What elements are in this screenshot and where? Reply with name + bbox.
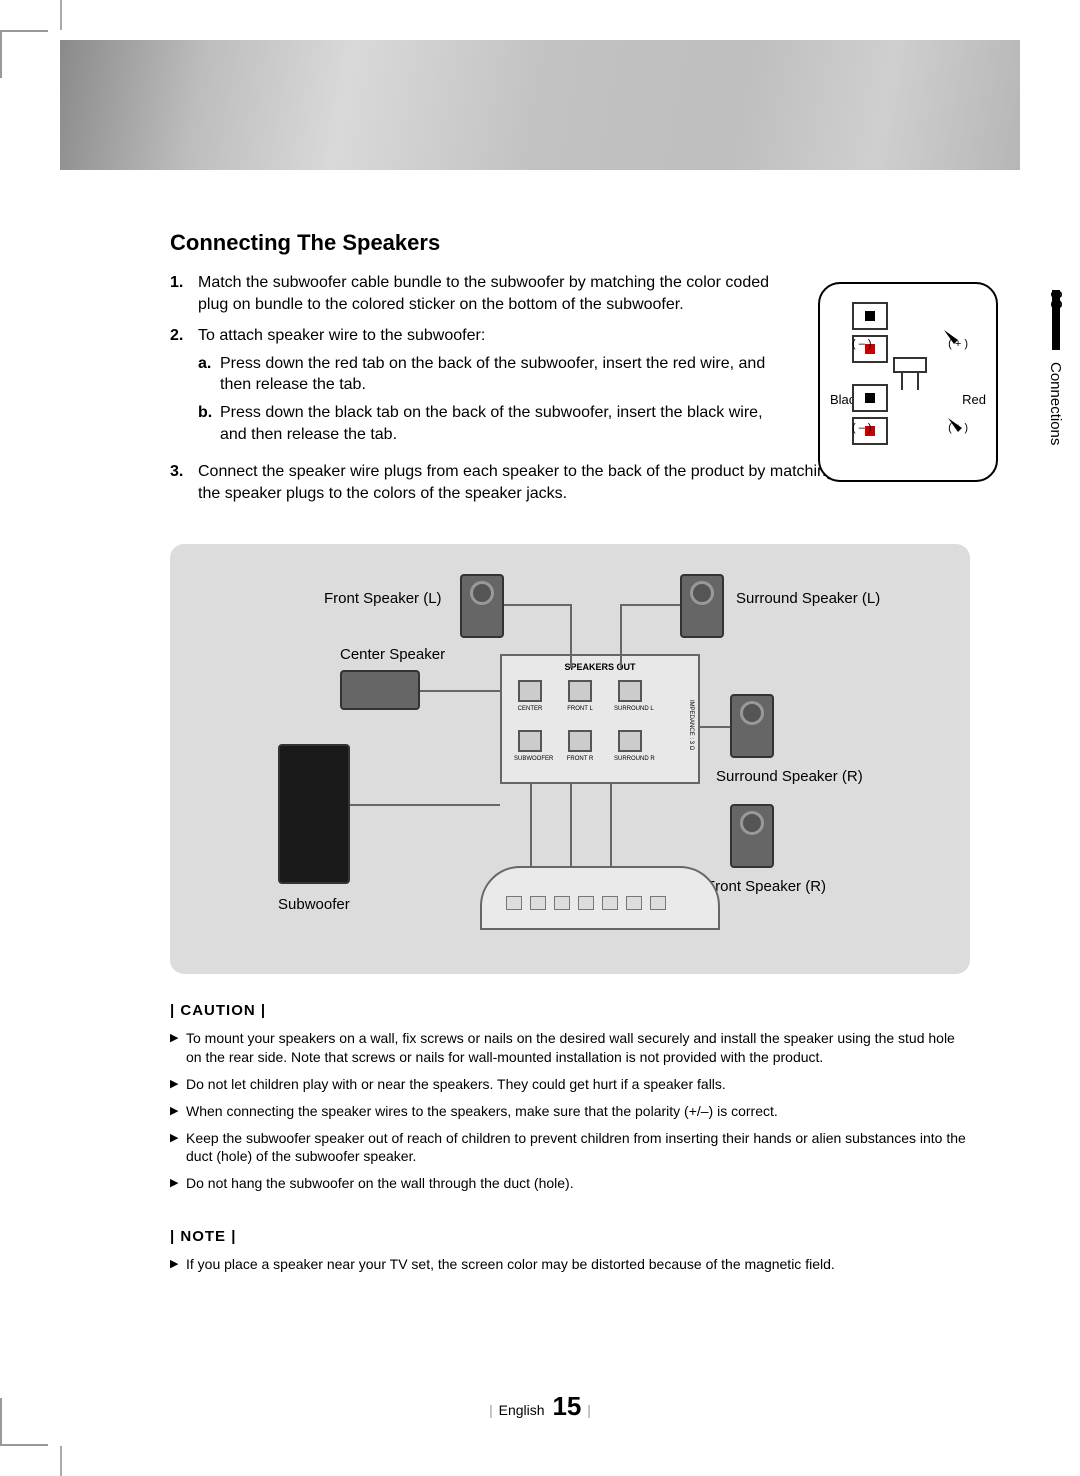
step-1: 1. Match the subwoofer cable bundle to t… <box>170 272 780 315</box>
label-front-l: Front Speaker (L) <box>324 590 442 607</box>
plug-icon <box>884 354 936 394</box>
out-panel-title: SPEAKERS OUT <box>502 662 698 672</box>
front-speaker-r <box>730 804 774 868</box>
wire <box>620 604 622 668</box>
chapter-title: Connections <box>1047 362 1064 445</box>
substeps: a. Press down the red tab on the back of… <box>198 353 780 445</box>
jack-surround-l: SURROUND L <box>618 680 642 702</box>
substep-b: b. Press down the black tab on the back … <box>198 402 780 445</box>
arrow-icon <box>940 326 964 350</box>
speaker-layout-diagram: Front Speaker (L) Surround Speaker (L) C… <box>170 544 970 974</box>
step-2: 2. To attach speaker wire to the subwoof… <box>170 325 780 451</box>
page-footer: | English 15 | <box>0 1391 1080 1422</box>
substep-a: a. Press down the red tab on the back of… <box>198 353 780 396</box>
product-back-panel <box>480 866 720 930</box>
label-center: Center Speaker <box>340 646 445 663</box>
note-item: ▶If you place a speaker near your TV set… <box>170 1255 970 1274</box>
polarity-minus: ( – ) <box>852 338 872 350</box>
center-speaker <box>340 670 420 710</box>
terminal-diagram: ( – ) ( + ) Black Red ( – ) ( + ) <box>818 282 998 482</box>
bullet-icon: ▶ <box>170 1029 186 1067</box>
caution-list: ▶To mount your speakers on a wall, fix s… <box>170 1029 970 1193</box>
chapter-number: 03 <box>1046 290 1064 310</box>
wire <box>610 784 612 866</box>
step-number: 2. <box>170 325 198 451</box>
crop-mark-top <box>60 0 62 30</box>
section-title: Connecting The Speakers <box>170 230 930 256</box>
caution-item: ▶Do not hang the subwoofer on the wall t… <box>170 1174 970 1193</box>
wire <box>350 804 500 806</box>
wire <box>420 690 500 692</box>
wire <box>504 604 570 606</box>
wire <box>530 784 532 866</box>
jack-center: CENTER <box>518 680 542 702</box>
front-speaker-l <box>460 574 504 638</box>
header-band <box>60 40 1020 170</box>
content: Connecting The Speakers 1. Match the sub… <box>170 230 930 514</box>
speakers-out-panel: SPEAKERS OUT CENTER FRONT L SURROUND L S… <box>500 654 700 784</box>
step-3: 3. Connect the speaker wire plugs from e… <box>170 461 930 504</box>
arrow-icon <box>944 414 968 438</box>
wire <box>700 726 730 728</box>
impedance-label: IMPEDANCE : 3 Ω <box>684 680 694 770</box>
caution-item: ▶Do not let children play with or near t… <box>170 1075 970 1094</box>
substep-text: Press down the black tab on the back of … <box>220 402 780 445</box>
subwoofer <box>278 744 350 884</box>
terminal-black <box>852 302 888 330</box>
surround-speaker-r <box>730 694 774 758</box>
crop-mark-tl <box>0 30 48 78</box>
substep-letter: b. <box>198 402 220 445</box>
label-surround-r: Surround Speaker (R) <box>716 768 863 785</box>
chapter-tab: 03 Connections <box>1036 290 1060 490</box>
polarity-minus: ( – ) <box>852 422 872 434</box>
bullet-icon: ▶ <box>170 1255 186 1274</box>
note-list: ▶If you place a speaker near your TV set… <box>170 1255 970 1274</box>
caution-item: ▶Keep the subwoofer speaker out of reach… <box>170 1129 970 1167</box>
step-text: To attach speaker wire to the subwoofer:… <box>198 325 780 451</box>
step-text: Match the subwoofer cable bundle to the … <box>198 272 780 315</box>
wire <box>620 604 680 606</box>
footer-divider: | <box>489 1402 493 1418</box>
bullet-icon: ▶ <box>170 1174 186 1193</box>
caution-item: ▶When connecting the speaker wires to th… <box>170 1102 970 1121</box>
surround-speaker-l <box>680 574 724 638</box>
substep-letter: a. <box>198 353 220 396</box>
page: 03 Connections Connecting The Speakers 1… <box>0 0 1080 1476</box>
wire <box>570 604 572 668</box>
label-front-r: Front Speaker (R) <box>706 878 826 895</box>
bullet-icon: ▶ <box>170 1102 186 1121</box>
terminal-black <box>852 384 888 412</box>
crop-mark-bottom <box>60 1446 62 1476</box>
footer-language: English <box>499 1402 545 1418</box>
jack-front-l: FRONT L <box>568 680 592 702</box>
bullet-icon: ▶ <box>170 1129 186 1167</box>
jack-surround-r: SURROUND R <box>618 730 642 752</box>
wire <box>570 784 572 866</box>
jack-front-r: FRONT R <box>568 730 592 752</box>
step-number: 3. <box>170 461 198 504</box>
step-number: 1. <box>170 272 198 315</box>
steps-list: 1. Match the subwoofer cable bundle to t… <box>170 272 780 504</box>
label-subwoofer: Subwoofer <box>278 896 350 913</box>
label-surround-l: Surround Speaker (L) <box>736 590 880 607</box>
note-section: | NOTE | ▶If you place a speaker near yo… <box>170 1228 970 1282</box>
footer-divider: | <box>587 1402 591 1418</box>
note-heading: | NOTE | <box>170 1228 970 1245</box>
back-panel-ports <box>506 896 666 910</box>
substep-text: Press down the red tab on the back of th… <box>220 353 780 396</box>
caution-item: ▶To mount your speakers on a wall, fix s… <box>170 1029 970 1067</box>
caution-heading: | CAUTION | <box>170 1002 970 1019</box>
jack-subwoofer: SUBWOOFER <box>518 730 542 752</box>
page-number: 15 <box>552 1391 581 1421</box>
bullet-icon: ▶ <box>170 1075 186 1094</box>
caution-section: | CAUTION | ▶To mount your speakers on a… <box>170 1002 970 1201</box>
